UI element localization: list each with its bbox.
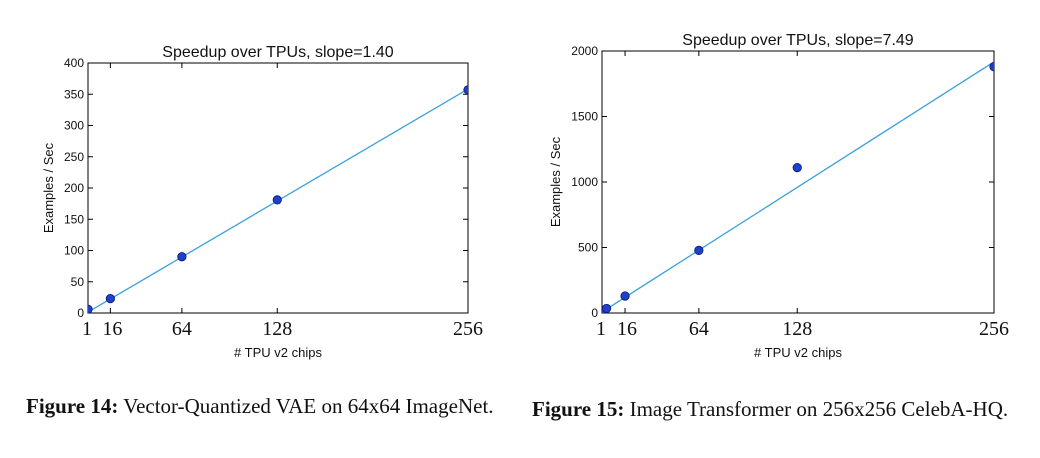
data-point xyxy=(88,304,93,313)
data-point xyxy=(602,303,612,313)
plot-area xyxy=(602,61,994,313)
chart-title: Speedup over TPUs, slope=7.49 xyxy=(682,32,914,49)
y-tick-label: 50 xyxy=(71,275,85,289)
figure-15-label: Figure 15: xyxy=(532,397,625,421)
x-tick-label: 16 xyxy=(617,318,637,340)
x-tick-label: 256 xyxy=(979,318,1009,340)
y-axis-label: Examples / Sec xyxy=(548,136,563,227)
figure-14-text: Vector-Quantized VAE on 64x64 ImageNet. xyxy=(123,394,494,418)
x-axis-label: # TPU v2 chips xyxy=(754,345,842,360)
y-tick-label: 100 xyxy=(64,244,84,258)
data-point xyxy=(105,294,115,304)
y-tick-label: 400 xyxy=(64,56,84,70)
x-tick-label: 1 xyxy=(596,318,606,340)
y-tick-label: 0 xyxy=(591,306,598,320)
x-tick-label: 256 xyxy=(453,318,483,340)
x-axis-label: # TPU v2 chips xyxy=(234,345,322,360)
figure-14-caption: Figure 14: Vector-Quantized VAE on 64x64… xyxy=(26,394,526,418)
y-tick-label: 1000 xyxy=(571,175,598,189)
x-tick-label: 64 xyxy=(172,318,192,340)
data-point xyxy=(694,245,704,255)
y-tick-label: 200 xyxy=(64,181,84,195)
y-tick-label: 2000 xyxy=(571,44,598,58)
figure-15-caption: Figure 15: Image Transformer on 256x256 … xyxy=(532,397,1012,421)
plot-frame xyxy=(87,62,469,314)
data-point xyxy=(620,291,630,301)
y-tick-label: 1500 xyxy=(571,110,598,124)
y-tick-label: 300 xyxy=(64,119,84,133)
x-tick-label: 16 xyxy=(102,318,122,340)
x-tick-label: 1 xyxy=(82,318,92,340)
chart-figure-15: Speedup over TPUs, slope=7.49 0 500 1000 150… xyxy=(548,32,1009,360)
figure-14-label: Figure 14: xyxy=(26,394,119,418)
data-point xyxy=(177,252,187,262)
plot-area xyxy=(88,85,468,313)
fit-line xyxy=(602,61,994,313)
y-tick-label: 250 xyxy=(64,150,84,164)
data-point xyxy=(463,85,468,95)
data-point xyxy=(989,62,994,72)
figure-15-text: Image Transformer on 256x256 CelebA-HQ. xyxy=(629,397,1009,421)
y-tick-label: 150 xyxy=(64,212,84,226)
chart-title: Speedup over TPUs, slope=1.40 xyxy=(162,44,394,61)
x-tick-label: 64 xyxy=(689,318,709,340)
x-tick-label: 128 xyxy=(782,318,812,340)
x-tick-label: 128 xyxy=(262,318,292,340)
chart-figure-14: Speedup over TPUs, slope=1.40 0 50 100 150 20… xyxy=(41,44,483,360)
y-tick-label: 0 xyxy=(77,306,84,320)
y-tick-label: 500 xyxy=(578,241,598,255)
plot-frame xyxy=(601,50,995,314)
y-axis-label: Examples / Sec xyxy=(41,142,56,233)
data-point xyxy=(272,195,282,205)
data-point xyxy=(792,162,802,173)
y-tick-label: 350 xyxy=(64,87,84,101)
